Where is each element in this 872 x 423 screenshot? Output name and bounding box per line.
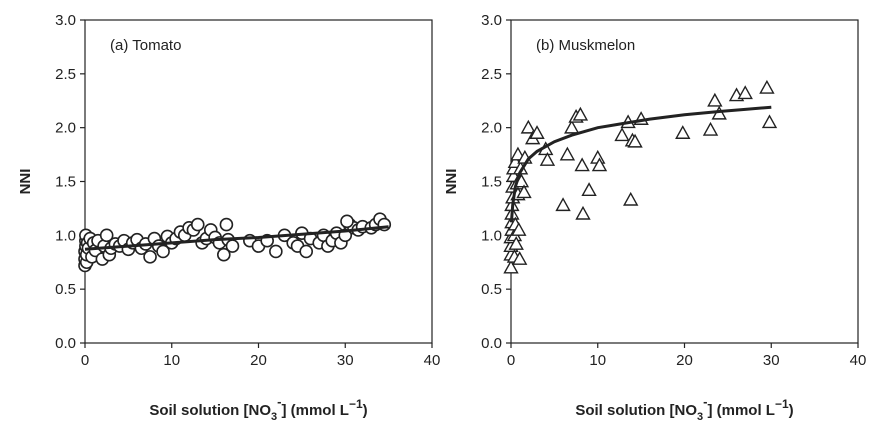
y-tick-label: 3.0 (55, 12, 76, 29)
x-axis-label-sup: - (703, 394, 707, 409)
data-point-circle (156, 244, 170, 259)
data-point-triangle (529, 125, 545, 139)
data-point-triangle (520, 119, 537, 134)
y-tick-label: 2.0 (481, 120, 502, 137)
y-tick-label: 1.5 (481, 174, 502, 191)
x-tick-label: 40 (850, 352, 867, 369)
data-point-triangle (555, 197, 571, 212)
y-tick-label: 2.5 (481, 66, 502, 83)
x-tick-label: 10 (163, 352, 180, 369)
data-point-triangle (575, 205, 591, 220)
y-tick-label: 0.5 (55, 281, 76, 298)
plot-frame (510, 19, 859, 344)
x-axis-label-sup: - (277, 394, 281, 409)
y-tick-label: 0.0 (481, 335, 502, 352)
data-point-circle (299, 244, 314, 259)
data-point-triangle (516, 184, 532, 199)
x-axis-label-close: ) (789, 402, 794, 419)
data-point-triangle (564, 119, 580, 134)
x-axis-label: Soil solution [NO3-] (mmol L−1) (149, 394, 367, 423)
data-point-triangle (623, 191, 639, 206)
x-axis-label-close: ) (363, 402, 368, 419)
x-axis-label-sub: 3 (697, 411, 703, 423)
y-tick-label: 0.5 (481, 281, 502, 298)
y-tick-label: 3.0 (481, 12, 502, 29)
data-point-circle (143, 250, 157, 264)
data-point-triangle (581, 182, 597, 197)
data-point-triangle (702, 121, 719, 136)
data-point-triangle (737, 85, 753, 100)
data-point-triangle (574, 157, 590, 172)
x-tick-label: 10 (589, 352, 606, 369)
data-point-circle (219, 217, 234, 232)
x-axis-label-unit-sup: −1 (775, 397, 789, 411)
data-point-triangle (707, 92, 723, 107)
x-axis-label-prefix: Soil solution [NO (575, 402, 697, 419)
y-tick-label: 0.0 (55, 335, 76, 352)
x-axis-label-sub: 3 (271, 411, 277, 423)
data-point-triangle (759, 79, 775, 94)
panel-annotation: (b) Muskmelon (536, 37, 635, 54)
data-point-triangle (627, 133, 643, 148)
panel-annotation: (a) Tomato (110, 37, 181, 54)
data-point-triangle (503, 259, 519, 274)
data-point-circle (99, 228, 114, 243)
data-point-triangle (675, 125, 691, 139)
trend-line (509, 105, 772, 223)
data-point-circle (190, 217, 205, 232)
y-tick-label: 1.0 (481, 227, 502, 244)
plot-frame (84, 19, 433, 344)
x-tick-label: 30 (763, 352, 780, 369)
data-point-triangle (508, 236, 524, 250)
x-axis-label-prefix: Soil solution [NO (149, 402, 271, 419)
data-point-triangle (559, 146, 576, 161)
trend-line (84, 225, 389, 251)
data-point-triangle (591, 157, 608, 172)
x-tick-label: 0 (507, 352, 515, 369)
panel-b: 0.0 0.5 1.0 1.5 2.0 2.5 3.0 0 10 20 30 40 NNI Soil so… (443, 12, 866, 423)
data-point-circle (225, 239, 240, 253)
x-tick-label: 0 (81, 352, 89, 369)
y-axis-label: NNI (17, 169, 34, 195)
x-axis-label: Soil solution [NO3-] (mmol L−1) (575, 394, 793, 423)
data-point-triangle (539, 152, 556, 166)
data-point-triangle (511, 251, 528, 265)
data-point-triangle (511, 222, 527, 236)
x-tick-label: 20 (250, 352, 267, 369)
data-point-circle (269, 244, 283, 259)
x-tick-label: 20 (676, 352, 693, 369)
y-tick-label: 2.5 (55, 66, 76, 83)
panel-a: 0.0 0.5 1.0 1.5 2.0 2.5 3.0 0 10 20 30 40 NNI Soil so… (17, 12, 440, 423)
data-point-triangle (761, 114, 778, 129)
x-axis-label-suffix: ] (mmol L (707, 402, 775, 419)
y-tick-label: 1.5 (55, 174, 76, 191)
data-point-circle (340, 214, 354, 229)
x-axis-label-unit-sup: −1 (349, 397, 363, 411)
x-axis-label-suffix: ] (mmol L (281, 402, 349, 419)
y-tick-label: 1.0 (55, 227, 76, 244)
data-point-triangle (614, 127, 630, 142)
y-axis-label: NNI (443, 169, 460, 195)
data-point-triangle (572, 106, 589, 121)
data-point-circle (217, 247, 231, 262)
y-tick-label: 2.0 (55, 120, 76, 137)
x-tick-label: 40 (424, 352, 441, 369)
x-tick-label: 30 (337, 352, 354, 369)
